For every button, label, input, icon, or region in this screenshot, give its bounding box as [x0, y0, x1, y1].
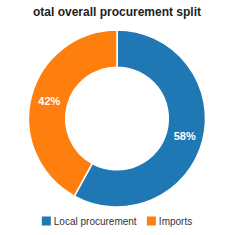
data-labels: 58% 42%	[38, 95, 196, 142]
legend-label: Imports	[159, 216, 192, 227]
title: otal overall procurement split	[33, 5, 201, 19]
slice	[29, 30, 117, 196]
legend: Local procurement Imports	[42, 216, 192, 227]
donut	[29, 30, 206, 207]
legend-item: Local procurement	[42, 216, 137, 227]
data-label: 42%	[38, 95, 60, 107]
chart: otal overall procurement split 58% 42% Loca…	[0, 0, 234, 235]
legend-swatch	[42, 217, 51, 226]
legend-item: Imports	[147, 216, 192, 227]
legend-label: Local procurement	[54, 216, 137, 227]
data-label: 58%	[174, 130, 196, 142]
legend-swatch	[147, 217, 156, 226]
